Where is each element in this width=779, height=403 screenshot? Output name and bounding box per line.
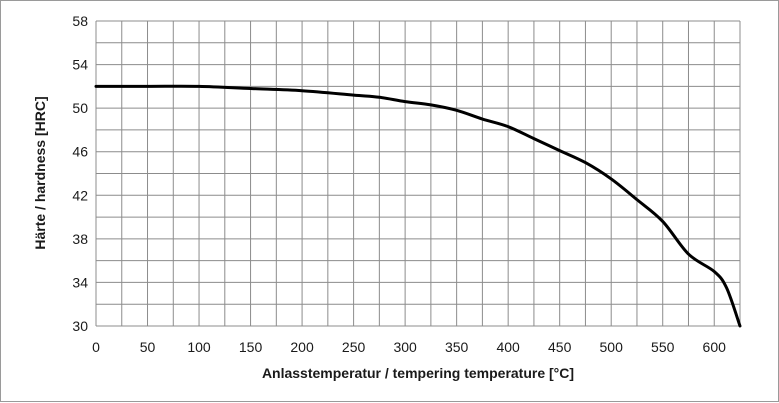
x-tick-label: 300 <box>393 339 417 355</box>
x-tick-label: 150 <box>239 339 263 355</box>
x-tick-label: 500 <box>600 339 624 355</box>
x-tick-label: 100 <box>187 339 211 355</box>
y-tick-label: 42 <box>72 187 88 203</box>
y-tick-label: 38 <box>72 231 88 247</box>
y-tick-label: 54 <box>72 57 88 73</box>
y-tick-label: 30 <box>72 318 88 334</box>
hardness-curve <box>94 84 742 328</box>
x-tick-label: 550 <box>651 339 675 355</box>
y-tick-label: 34 <box>72 274 88 290</box>
x-tick-label: 400 <box>496 339 520 355</box>
x-tick-label: 50 <box>140 339 156 355</box>
x-tick-labels: 0 50 100 150 200 250 300 350 400 450 500 550 600 <box>92 339 726 355</box>
x-tick-label: 450 <box>548 339 572 355</box>
y-axis-title: Härte / hardness [HRC] <box>32 96 48 249</box>
x-axis-title: Anlasstemperatur / tempering temperature… <box>262 365 574 381</box>
y-tick-label: 58 <box>72 13 88 29</box>
y-tick-labels: 30 34 38 42 46 50 54 58 <box>72 13 88 334</box>
grid-lines <box>95 20 741 327</box>
x-tick-label: 200 <box>290 339 314 355</box>
x-tick-label: 0 <box>92 339 100 355</box>
x-tick-label: 250 <box>342 339 366 355</box>
x-tick-label: 600 <box>703 339 727 355</box>
y-tick-label: 50 <box>72 100 88 116</box>
x-tick-label: 350 <box>445 339 469 355</box>
y-tick-label: 46 <box>72 144 88 160</box>
